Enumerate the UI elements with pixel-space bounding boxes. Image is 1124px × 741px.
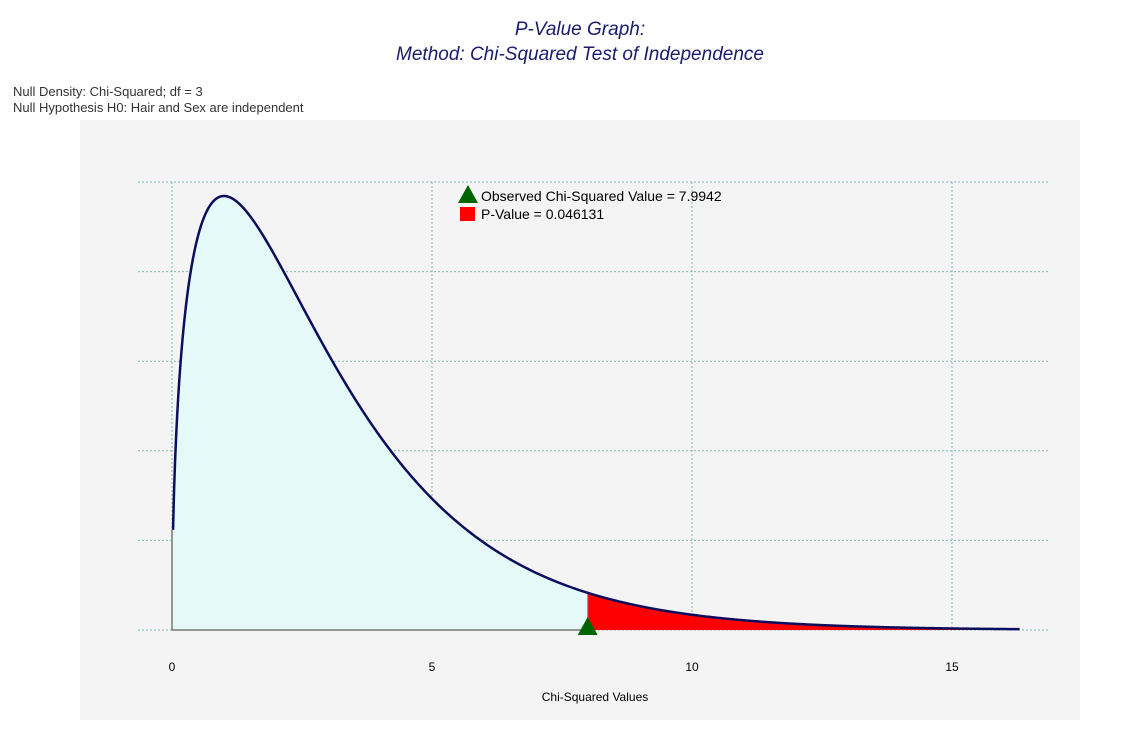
plot-panel: 0 5 10 15 Chi-Squared Values Observed Chi-S… bbox=[80, 120, 1080, 720]
observed-value-marker bbox=[577, 617, 598, 635]
chart-title-line2: Method: Chi-Squared Test of Independence bbox=[396, 44, 764, 65]
density-curve bbox=[171, 194, 1020, 631]
null-hypothesis-label: Null Hypothesis H0: Hair and Sex are ind… bbox=[13, 100, 304, 115]
x-tick-label-0: 0 bbox=[169, 660, 176, 674]
legend-observed-label: Observed Chi-Squared Value = 7.9942 bbox=[481, 188, 722, 204]
legend-p-value-label: P-Value = 0.046131 bbox=[481, 206, 604, 222]
x-axis-label: Chi-Squared Values bbox=[542, 690, 649, 704]
x-tick-label-2: 10 bbox=[685, 660, 699, 674]
null-density-label: Null Density: Chi-Squared; df = 3 bbox=[13, 84, 203, 99]
chi-squared-chart: 0 5 10 15 Chi-Squared Values Observed Chi-S… bbox=[138, 181, 1050, 704]
density-body-area bbox=[172, 196, 588, 630]
chart-title-line1: P-Value Graph: bbox=[514, 19, 646, 40]
x-tick-label-1: 5 bbox=[429, 660, 436, 674]
x-tick-label-3: 15 bbox=[945, 660, 959, 674]
p-value-tail-area bbox=[587, 592, 1020, 630]
x-axis-ticks: 0 5 10 15 bbox=[169, 660, 959, 674]
legend: Observed Chi-Squared Value = 7.9942 P-Va… bbox=[458, 185, 722, 222]
legend-observed-marker bbox=[458, 185, 478, 203]
legend-p-value-marker bbox=[460, 207, 475, 221]
density-baseline bbox=[171, 529, 588, 631]
